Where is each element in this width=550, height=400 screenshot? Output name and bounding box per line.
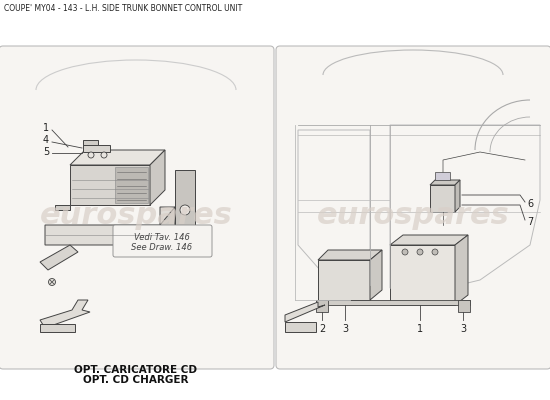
Polygon shape — [55, 205, 70, 210]
Circle shape — [88, 152, 94, 158]
FancyBboxPatch shape — [113, 225, 212, 257]
Circle shape — [101, 152, 107, 158]
Text: Vedi Tav. 146: Vedi Tav. 146 — [134, 234, 190, 242]
Polygon shape — [458, 300, 470, 312]
Text: 5: 5 — [43, 147, 49, 157]
Polygon shape — [150, 150, 165, 205]
Polygon shape — [40, 245, 78, 270]
Text: 1: 1 — [43, 123, 49, 133]
Text: 2: 2 — [319, 324, 325, 334]
Polygon shape — [115, 167, 148, 203]
Polygon shape — [45, 207, 175, 245]
Polygon shape — [455, 235, 468, 305]
Polygon shape — [285, 322, 316, 332]
Text: 1: 1 — [417, 324, 423, 334]
Polygon shape — [390, 245, 455, 305]
Text: 7: 7 — [527, 217, 534, 227]
Polygon shape — [370, 250, 382, 300]
Polygon shape — [83, 140, 98, 145]
Text: 4: 4 — [43, 135, 49, 145]
Text: See Draw. 146: See Draw. 146 — [131, 244, 192, 252]
Polygon shape — [175, 170, 195, 245]
Polygon shape — [390, 235, 468, 245]
Text: 3: 3 — [460, 324, 466, 334]
Text: OPT. CD CHARGER: OPT. CD CHARGER — [83, 375, 189, 385]
FancyBboxPatch shape — [276, 46, 550, 369]
Text: eurospares: eurospares — [317, 200, 509, 230]
Polygon shape — [285, 302, 325, 322]
Polygon shape — [160, 207, 175, 245]
Polygon shape — [316, 300, 328, 312]
Text: COUPE' MY04 - 143 - L.H. SIDE TRUNK BONNET CONTROL UNIT: COUPE' MY04 - 143 - L.H. SIDE TRUNK BONN… — [4, 4, 242, 13]
Polygon shape — [455, 180, 460, 212]
Text: OPT. CARICATORE CD: OPT. CARICATORE CD — [74, 365, 197, 375]
Polygon shape — [318, 260, 370, 300]
Circle shape — [48, 278, 56, 286]
Circle shape — [417, 249, 423, 255]
Polygon shape — [430, 180, 460, 185]
FancyBboxPatch shape — [0, 46, 274, 369]
Text: 3: 3 — [342, 324, 348, 334]
Polygon shape — [40, 300, 90, 328]
Circle shape — [432, 249, 438, 255]
Polygon shape — [430, 185, 455, 212]
Circle shape — [180, 205, 190, 215]
Polygon shape — [83, 145, 110, 152]
Polygon shape — [435, 172, 450, 180]
Polygon shape — [316, 300, 470, 305]
Polygon shape — [70, 150, 165, 165]
Polygon shape — [40, 324, 75, 332]
Polygon shape — [318, 250, 382, 260]
Polygon shape — [70, 165, 150, 205]
Text: eurospares: eurospares — [40, 200, 232, 230]
Circle shape — [402, 249, 408, 255]
Text: 6: 6 — [527, 199, 533, 209]
